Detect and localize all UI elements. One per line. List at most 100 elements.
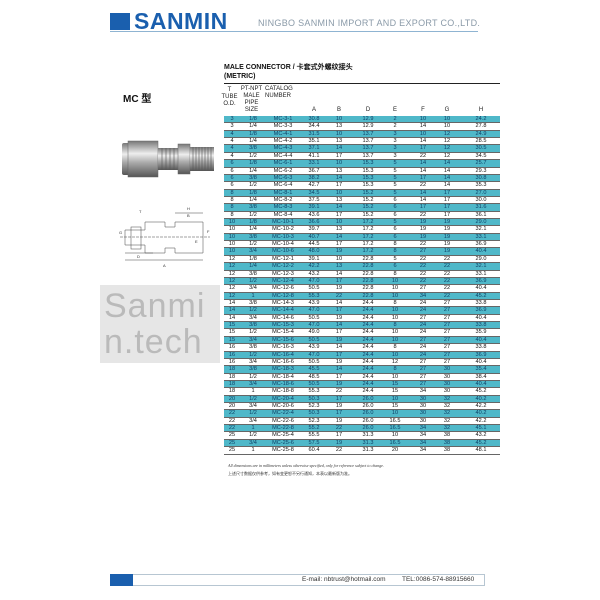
cell-a: 50.5 — [308, 358, 320, 365]
cell-g: 12 — [443, 152, 451, 159]
cell-h: 24.2 — [475, 116, 487, 122]
cell-tube-od: 22 — [228, 425, 236, 432]
cell-h: 30.5 — [475, 145, 487, 152]
cell-f: 34 — [419, 447, 427, 454]
cell-a: 34.5 — [308, 189, 320, 196]
cell-catalog-number: MC-12-8 — [272, 292, 294, 299]
table-row: 22 1 MC-22-8 55.2 22 26.0 16.5 34 32 45.1 — [224, 425, 500, 433]
cell-d: 24.4 — [362, 299, 374, 306]
table-row: 10 1/2 MC-10-4 44.5 17 17.2 8 22 19 36.9 — [224, 241, 500, 249]
cell-h: 40.4 — [475, 358, 487, 365]
cell-f: 30 — [419, 403, 427, 410]
cell-b: 19 — [335, 358, 343, 365]
cell-b: 19 — [335, 439, 343, 446]
cell-b: 14 — [335, 366, 343, 373]
cell-catalog-number: MC-10-4 — [272, 241, 294, 248]
cell-d: 17.2 — [362, 233, 374, 240]
cell-catalog-number: MC-18-3 — [272, 366, 294, 373]
cell-d: 24.4 — [362, 373, 374, 380]
cell-pipe-size: 3/8 — [249, 344, 257, 351]
cell-d: 24.4 — [362, 388, 374, 395]
cell-h: 36.9 — [475, 277, 487, 284]
cell-pipe-size: 3/4 — [249, 336, 257, 343]
table-row: 3 1/8 MC-3-1 30.8 10 12.9 2 10 10 24.2 — [224, 116, 500, 124]
cell-a: 50.5 — [308, 314, 320, 321]
cell-pipe-size: 1/2 — [249, 351, 257, 358]
dim-label-e: E — [195, 239, 198, 244]
cell-d: 24.4 — [362, 314, 374, 321]
cell-tube-od: 12 — [228, 270, 236, 277]
cell-a: 31.5 — [308, 130, 320, 137]
cell-g: 32 — [443, 395, 451, 402]
cell-b: 17 — [335, 395, 343, 402]
cell-e: 10 — [391, 410, 399, 417]
cell-b: 14 — [335, 233, 343, 240]
cell-pipe-size: 3/4 — [249, 358, 257, 365]
cell-pipe-size: 1/2 — [249, 241, 257, 248]
cell-g: 17 — [443, 211, 451, 218]
cell-g: 10 — [443, 116, 451, 122]
cell-g: 27 — [443, 299, 451, 306]
cell-b: 14 — [335, 174, 343, 181]
cell-e: 8 — [393, 344, 397, 351]
cell-g: 10 — [443, 123, 451, 130]
cell-a: 55.3 — [308, 388, 320, 395]
table-row: 25 3/4 MC-25-6 57.5 19 31.3 16.5 34 38 45.2 — [224, 439, 500, 448]
cell-a: 30.8 — [308, 116, 320, 122]
cell-b: 19 — [335, 336, 343, 343]
cell-f: 24 — [419, 351, 427, 358]
cell-f: 24 — [419, 329, 427, 336]
table-row: 10 3/4 MC-10-6 48.0 19 17.2 8 27 19 40.4 — [224, 248, 500, 256]
cell-pipe-size: 1/8 — [249, 189, 257, 196]
table-row: 6 1/8 MC-6-1 33.1 10 15.3 5 14 14 25.7 — [224, 160, 500, 168]
cell-pipe-size: 3/8 — [249, 366, 257, 373]
cell-h: 33.1 — [475, 270, 487, 277]
cell-d: 31.3 — [362, 432, 374, 439]
column-header-d: D — [365, 107, 371, 113]
cell-catalog-number: MC-14-4 — [272, 307, 294, 314]
cell-catalog-number: MC-12-2 — [272, 263, 294, 270]
cell-d: 22.8 — [362, 292, 374, 299]
cell-h: 48.1 — [475, 447, 487, 454]
cell-a: 50.3 — [308, 395, 320, 402]
cell-e: 6 — [393, 226, 397, 233]
cell-d: 15.3 — [362, 182, 374, 189]
cell-b: 17 — [335, 373, 343, 380]
table-row: 18 3/8 MC-18-3 45.5 14 24.4 8 27 30 35.4 — [224, 366, 500, 374]
cell-d: 15.2 — [362, 204, 374, 211]
cell-catalog-number: MC-8-1 — [273, 189, 293, 196]
cell-tube-od: 8 — [230, 204, 234, 211]
cell-h: 35.3 — [475, 182, 487, 189]
cell-g: 12 — [443, 145, 451, 152]
table-row: 16 3/4 MC-16-6 50.5 19 24.4 12 27 27 40.4 — [224, 358, 500, 367]
cell-h: 40.4 — [475, 336, 487, 343]
cell-b: 14 — [335, 344, 343, 351]
cell-e: 20 — [391, 447, 399, 454]
product-subtitle: (METRIC) — [224, 73, 256, 80]
cell-pipe-size: 3/4 — [249, 417, 257, 424]
cell-f: 19 — [419, 219, 427, 226]
cell-e: 16.5 — [389, 417, 401, 424]
cell-g: 27 — [443, 351, 451, 358]
cell-d: 26.0 — [362, 395, 374, 402]
cell-a: 50.5 — [308, 380, 320, 387]
cell-catalog-number: MC-20-6 — [272, 403, 294, 410]
cell-h: 25.7 — [475, 160, 487, 167]
cell-e: 6 — [393, 204, 397, 211]
table-row: 10 1/4 MC-10-2 39.7 13 17.2 6 19 19 32.1 — [224, 226, 500, 234]
cell-e: 6 — [393, 196, 397, 203]
cell-g: 22 — [443, 285, 451, 292]
cell-pipe-size: 3/4 — [249, 439, 257, 446]
cell-g: 17 — [443, 204, 451, 211]
cell-f: 22 — [419, 182, 427, 189]
cell-b: 13 — [335, 263, 343, 270]
cell-tube-od: 10 — [228, 219, 236, 226]
cell-a: 33.1 — [308, 160, 320, 167]
table-row: 20 1/2 MC-20-4 50.3 17 26.0 10 30 32 40.2 — [224, 395, 500, 404]
cell-e: 10 — [391, 351, 399, 358]
table-row: 20 3/4 MC-20-6 52.3 19 26.0 15 30 32 42.2 — [224, 403, 500, 411]
cell-pipe-size: 1/2 — [249, 277, 257, 284]
cell-f: 17 — [419, 174, 427, 181]
cell-catalog-number: MC-4-4 — [273, 152, 293, 159]
cell-a: 42.2 — [308, 263, 320, 270]
